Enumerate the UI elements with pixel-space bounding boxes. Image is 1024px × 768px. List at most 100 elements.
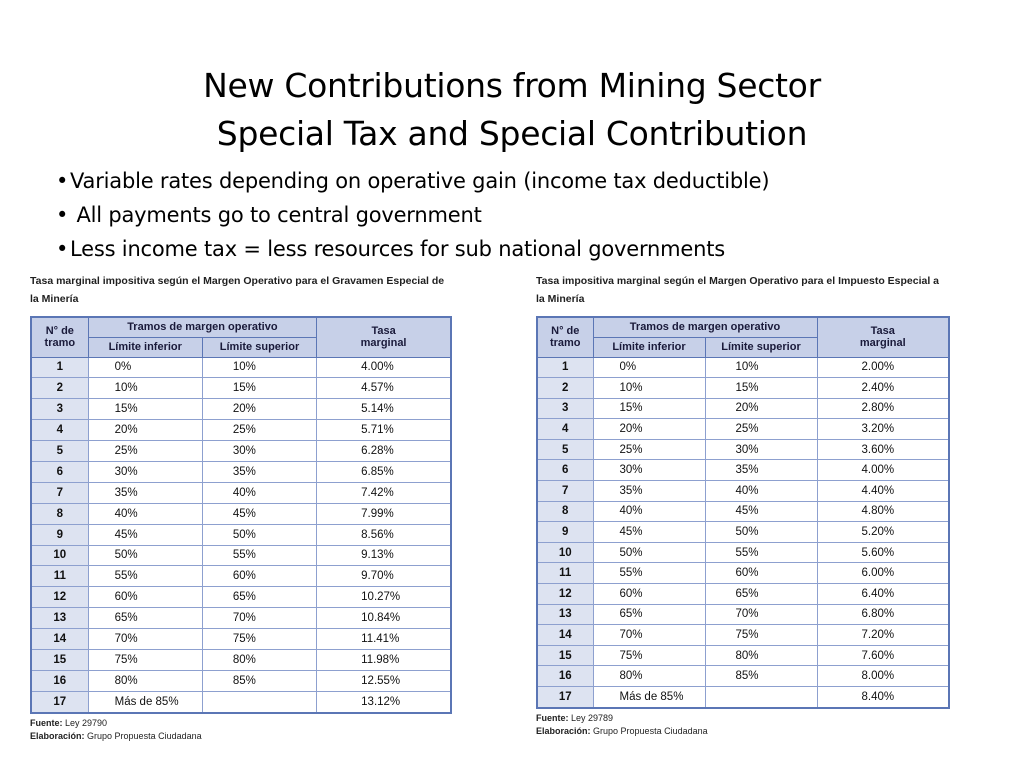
- table-row: 14 70% 75% 7.20%: [536, 624, 950, 646]
- tramo-number-cell: 17: [536, 685, 594, 709]
- marginal-rate-cell: 4.00%: [816, 459, 950, 482]
- tax-table-impuesto: N° de tramo Tramos de margen operativo T…: [536, 316, 950, 709]
- marginal-rate-cell: 6.40%: [816, 583, 950, 605]
- lower-limit-cell: 80%: [87, 669, 203, 692]
- table-row: 5 25% 30% 6.28%: [30, 440, 452, 462]
- header-num: N° de tramo: [536, 316, 594, 358]
- lower-limit-cell: 20%: [592, 418, 706, 440]
- table-row: 15 75% 80% 7.60%: [536, 644, 950, 667]
- table-row: 17 Más de 85% 13.12%: [30, 690, 452, 714]
- tramo-number-cell: 11: [30, 565, 89, 588]
- tramo-number-cell: 5: [536, 438, 594, 461]
- lower-limit-cell: 60%: [592, 583, 706, 605]
- upper-limit-cell: 45%: [201, 502, 318, 525]
- upper-limit-cell: 40%: [201, 481, 318, 504]
- table-row: 12 60% 65% 6.40%: [536, 583, 950, 605]
- upper-limit-cell: 55%: [201, 544, 318, 567]
- lower-limit-cell: 70%: [592, 624, 706, 646]
- upper-limit-cell: 85%: [704, 665, 818, 687]
- table-row: 2 10% 15% 2.40%: [536, 377, 950, 399]
- table-row: 12 60% 65% 10.27%: [30, 586, 452, 609]
- tramo-number-cell: 14: [536, 624, 594, 646]
- marginal-rate-cell: 2.00%: [816, 356, 950, 379]
- lower-limit-cell: 45%: [87, 523, 203, 546]
- lower-limit-cell: 15%: [87, 398, 203, 421]
- tramo-number-cell: 4: [536, 418, 594, 440]
- tramo-number-cell: 14: [30, 628, 89, 650]
- marginal-rate-cell: 5.60%: [816, 541, 950, 564]
- marginal-rate-cell: 11.98%: [316, 648, 452, 671]
- marginal-rate-cell: 4.00%: [316, 356, 452, 379]
- table-row: 1 0% 10% 2.00%: [536, 356, 950, 379]
- table-row: 3 15% 20% 5.14%: [30, 398, 452, 421]
- lower-limit-cell: 60%: [87, 586, 203, 609]
- upper-limit-cell: 80%: [704, 644, 818, 667]
- lower-limit-cell: 25%: [592, 438, 706, 461]
- marginal-rate-cell: 6.85%: [316, 460, 452, 483]
- table-row: 4 20% 25% 5.71%: [30, 419, 452, 442]
- upper-limit-cell: 65%: [704, 583, 818, 605]
- table-row: 11 55% 60% 6.00%: [536, 562, 950, 585]
- upper-limit-cell: 35%: [704, 459, 818, 482]
- table-notes: Fuente: Ley 29789 Elaboración: Grupo Pro…: [536, 712, 708, 736]
- table-notes: Fuente: Ley 29790 Elaboración: Grupo Pro…: [30, 717, 202, 741]
- table-row: 8 40% 45% 4.80%: [536, 500, 950, 523]
- table-row: 9 45% 50% 8.56%: [30, 523, 452, 546]
- marginal-rate-cell: 8.00%: [816, 665, 950, 687]
- upper-limit-cell: [201, 690, 318, 714]
- lower-limit-cell: 0%: [87, 356, 203, 379]
- tramo-number-cell: 9: [30, 523, 89, 546]
- tramo-number-cell: 12: [536, 583, 594, 605]
- lower-limit-cell: Más de 85%: [87, 690, 203, 714]
- header-num: N° de tramo: [30, 316, 89, 358]
- upper-limit-cell: 75%: [704, 624, 818, 646]
- header-upper: Límite superior: [704, 336, 818, 358]
- marginal-rate-cell: 2.40%: [816, 377, 950, 399]
- bullet-dot-icon: •: [56, 203, 69, 227]
- table-row: 14 70% 75% 11.41%: [30, 628, 452, 650]
- lower-limit-cell: 45%: [592, 521, 706, 543]
- upper-limit-cell: 15%: [704, 377, 818, 399]
- marginal-rate-cell: 6.80%: [816, 603, 950, 626]
- lower-limit-cell: 10%: [87, 377, 203, 400]
- upper-limit-cell: 50%: [704, 521, 818, 543]
- table-row: 17 Más de 85% 8.40%: [536, 685, 950, 709]
- marginal-rate-cell: 5.14%: [316, 398, 452, 421]
- lower-limit-cell: 20%: [87, 419, 203, 442]
- bullet-dot-icon: •: [56, 169, 69, 193]
- lower-limit-cell: Más de 85%: [592, 685, 706, 709]
- lower-limit-cell: 25%: [87, 440, 203, 462]
- marginal-rate-cell: 9.70%: [316, 565, 452, 588]
- lower-limit-cell: 40%: [87, 502, 203, 525]
- marginal-rate-cell: 3.20%: [816, 418, 950, 440]
- tax-table-gravamen: N° de tramo Tramos de margen operativo T…: [30, 316, 452, 714]
- tramo-number-cell: 11: [536, 562, 594, 585]
- lower-limit-cell: 70%: [87, 628, 203, 650]
- marginal-rate-cell: 9.13%: [316, 544, 452, 567]
- header-lower: Límite inferior: [592, 336, 706, 358]
- header-upper: Límite superior: [201, 336, 318, 358]
- marginal-rate-cell: 2.80%: [816, 397, 950, 420]
- marginal-rate-cell: 13.12%: [316, 690, 452, 714]
- table-row: 2 10% 15% 4.57%: [30, 377, 452, 400]
- lower-limit-cell: 65%: [87, 607, 203, 630]
- marginal-rate-cell: 12.55%: [316, 669, 452, 692]
- lower-limit-cell: 80%: [592, 665, 706, 687]
- bullet-item: •Variable rates depending on operative g…: [56, 164, 770, 198]
- table-row: 7 35% 40% 4.40%: [536, 480, 950, 502]
- table-row: 10 50% 55% 5.60%: [536, 541, 950, 564]
- table-row: 4 20% 25% 3.20%: [536, 418, 950, 440]
- lower-limit-cell: 40%: [592, 500, 706, 523]
- lower-limit-cell: 35%: [87, 481, 203, 504]
- lower-limit-cell: 35%: [592, 480, 706, 502]
- marginal-rate-cell: 4.80%: [816, 500, 950, 523]
- lower-limit-cell: 15%: [592, 397, 706, 420]
- upper-limit-cell: 25%: [704, 418, 818, 440]
- lower-limit-cell: 50%: [87, 544, 203, 567]
- tramo-number-cell: 1: [536, 356, 594, 379]
- table-caption: Tasa marginal impositiva según el Margen…: [30, 275, 445, 305]
- tramo-number-cell: 3: [30, 398, 89, 421]
- upper-limit-cell: 35%: [201, 460, 318, 483]
- marginal-rate-cell: 10.27%: [316, 586, 452, 609]
- upper-limit-cell: 20%: [704, 397, 818, 420]
